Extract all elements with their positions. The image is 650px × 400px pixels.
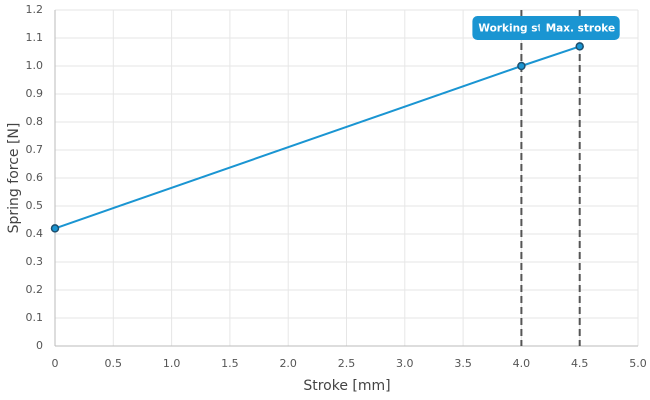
y-tick-label: 0.2 (26, 283, 44, 296)
y-tick-label: 0.4 (26, 227, 44, 240)
y-tick-label: 1.1 (26, 31, 44, 44)
series-line (54, 45, 581, 230)
x-tick-label: 1.0 (163, 357, 181, 370)
annotation-box (539, 16, 620, 40)
data-point (50, 224, 60, 233)
x-tick-label: 4.5 (571, 357, 589, 370)
annotation-text: Max. stroke (546, 23, 615, 35)
y-tick-label: 1.2 (26, 3, 44, 16)
x-tick-label: 1.5 (221, 357, 239, 370)
y-tick-label: 1.0 (26, 59, 44, 72)
y-tick-label: 0.7 (26, 143, 44, 156)
x-tick-label: 0 (52, 357, 59, 370)
y-tick-label: 0.5 (26, 199, 44, 212)
y-tick-label: 0.3 (26, 255, 44, 268)
x-tick-label: 2.0 (279, 357, 297, 370)
y-tick-label: 0.8 (26, 115, 44, 128)
annotation-text: Working st (478, 23, 542, 35)
x-tick-label: 0.5 (105, 357, 123, 370)
data-point (575, 42, 584, 51)
x-tick-label: 5.0 (629, 357, 647, 370)
x-tick-label: 3.0 (396, 357, 414, 370)
annotation-label: Max. stroke (539, 16, 620, 40)
y-tick-label: 0.1 (26, 311, 44, 324)
x-tick-label: 3.5 (454, 357, 472, 370)
y-tick-label: 0 (36, 339, 43, 352)
x-tick-label: 2.5 (338, 357, 356, 370)
data-point (517, 61, 526, 71)
y-tick-label: 0.9 (26, 87, 44, 100)
x-tick-label: 4.0 (513, 357, 531, 370)
y-tick-label: 0.6 (26, 171, 44, 184)
y-axis-title: Spring force [N] (6, 123, 22, 234)
x-axis-title: Stroke [mm] (303, 378, 390, 394)
